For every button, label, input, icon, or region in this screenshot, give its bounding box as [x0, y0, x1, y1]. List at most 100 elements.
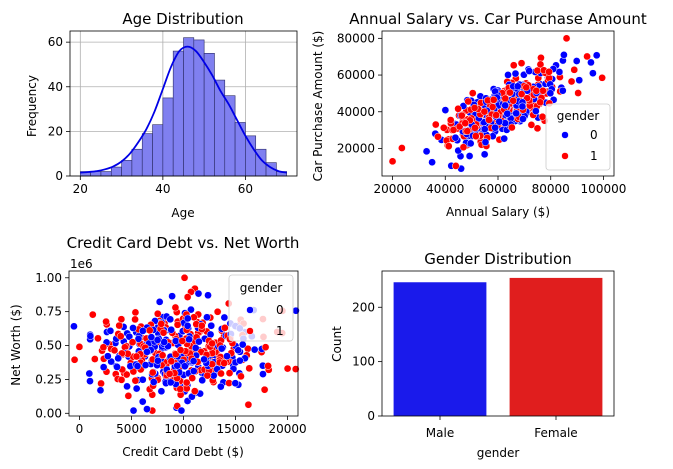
salary-scatter-point: [562, 34, 571, 43]
debt-scatter-point: [160, 338, 168, 346]
salary-scatter-point: [480, 125, 489, 133]
debt-scatter-point: [166, 378, 175, 387]
debt-scatter-point: [129, 406, 138, 415]
debt-scatter-point: [70, 322, 78, 331]
age-histogram-bar: [172, 50, 184, 177]
debt-scatter-point: [149, 378, 158, 386]
debt-legend-label-1: 1: [276, 324, 284, 338]
debt-scatter-point: [85, 369, 94, 378]
debt-y-offset-text: 1e6: [70, 257, 93, 271]
salary-scatter-point: [560, 51, 568, 59]
debt-scatter-point: [171, 303, 180, 312]
debt-scatter-point: [203, 313, 211, 322]
debt-scatter-point: [208, 339, 216, 348]
salary-scatter-point: [489, 95, 498, 104]
debt-scatter-point: [138, 375, 147, 384]
age-y-tick-label: 60: [48, 35, 63, 49]
debt-scatter-point: [220, 313, 229, 322]
salary-y-tick-label: 20000: [337, 141, 375, 155]
salary-scatter-point: [461, 119, 470, 128]
salary-scatter-point: [511, 69, 520, 78]
salary-scatter-point: [583, 52, 591, 61]
salary-scatter-point: [501, 101, 510, 110]
gender-y-tick-label: 200: [352, 300, 375, 314]
debt-scatter-point: [234, 346, 243, 355]
debt-scatter-point: [145, 326, 154, 335]
debt-scatter-point: [99, 363, 108, 372]
debt-y-tick-label: 0.00: [35, 406, 62, 420]
salary-scatter-point: [570, 65, 579, 74]
gender-chart-title: Gender Distribution: [424, 250, 572, 268]
debt-scatter-point: [167, 357, 176, 366]
gender-bar-female: [509, 277, 603, 416]
salary-legend-label-1: 1: [590, 149, 598, 163]
gender-y-axis-label: Count: [330, 326, 344, 362]
debt-scatter-point: [102, 317, 110, 326]
age-y-tick-label: 0: [55, 169, 63, 183]
debt-scatter-point: [245, 364, 254, 373]
debt-scatter-point: [283, 364, 292, 373]
salary-legend-title: gender: [557, 109, 600, 123]
salary-scatter-point: [398, 144, 406, 152]
salary-x-axis-label: Annual Salary ($): [446, 205, 550, 219]
gender-axes-frame: [381, 270, 615, 417]
debt-scatter-point: [264, 362, 272, 370]
debt-scatter-point: [131, 376, 140, 385]
debt-scatter-point: [176, 346, 185, 354]
salary-scatter-point: [422, 147, 431, 156]
salary-scatter-point: [508, 123, 516, 132]
debt-scatter-point: [236, 356, 244, 365]
debt-scatter-point: [185, 335, 193, 344]
age-histogram-bar: [245, 135, 257, 177]
salary-scatter-point: [451, 133, 460, 142]
debt-scatter-point: [207, 321, 216, 330]
debt-scatter-point: [117, 315, 126, 324]
debt-scatter-point: [154, 356, 162, 365]
debt-scatter-point: [138, 327, 147, 335]
salary-scatter-point: [517, 59, 526, 68]
debt-scatter-point: [114, 354, 123, 363]
debt-scatter-point: [197, 321, 206, 330]
debt-scatter-point: [86, 377, 94, 385]
debt-scatter-point: [204, 291, 212, 300]
salary-scatter-point: [500, 134, 509, 143]
age-histogram-bar: [131, 148, 143, 177]
salary-scatter-point: [434, 132, 442, 141]
debt-scatter-point: [291, 365, 300, 373]
debt-y-tick-label: 0.25: [35, 372, 62, 386]
debt-scatter-point: [143, 405, 151, 413]
debt-scatter-point: [171, 350, 180, 359]
debt-scatter-point: [189, 357, 198, 365]
salary-scatter-point: [546, 89, 555, 98]
debt-x-axis-label: Credit Card Debt ($): [122, 445, 244, 459]
gender-y-ticks: 0 100 200: [352, 300, 382, 423]
debt-scatter-point: [180, 273, 189, 282]
debt-scatter-point: [117, 376, 126, 384]
debt-legend-box: [228, 274, 294, 342]
debt-y-tick-label: 0.50: [35, 339, 62, 353]
debt-scatter-point: [260, 385, 269, 394]
debt-scatter-point: [183, 293, 192, 301]
salary-scatter-point: [509, 61, 518, 70]
salary-legend-marker-0: [561, 131, 569, 139]
debt-scatter-point: [128, 338, 137, 347]
debt-scatter-point: [96, 386, 105, 395]
debt-scatter-point: [191, 344, 200, 352]
debt-scatter-point: [250, 345, 259, 354]
debt-points: [70, 273, 300, 415]
debt-scatter-point: [132, 352, 141, 361]
age-bars: [80, 37, 287, 177]
salary-scatter-point: [537, 53, 545, 62]
debt-scatter-point: [259, 370, 267, 378]
salary-scatter-point: [480, 107, 489, 116]
salary-scatter-point: [485, 116, 493, 124]
age-histogram-bar: [141, 133, 153, 177]
debt-scatter-point: [178, 337, 187, 345]
salary-scatter-point: [545, 67, 553, 76]
debt-x-ticks: 0 5000 10000 15000 20000: [76, 416, 307, 436]
salary-scatter-point: [446, 116, 455, 124]
salary-scatter-point: [527, 121, 536, 129]
salary-scatter-point: [454, 104, 462, 113]
debt-scatter-point: [261, 343, 270, 352]
debt-scatter-point: [187, 305, 195, 314]
